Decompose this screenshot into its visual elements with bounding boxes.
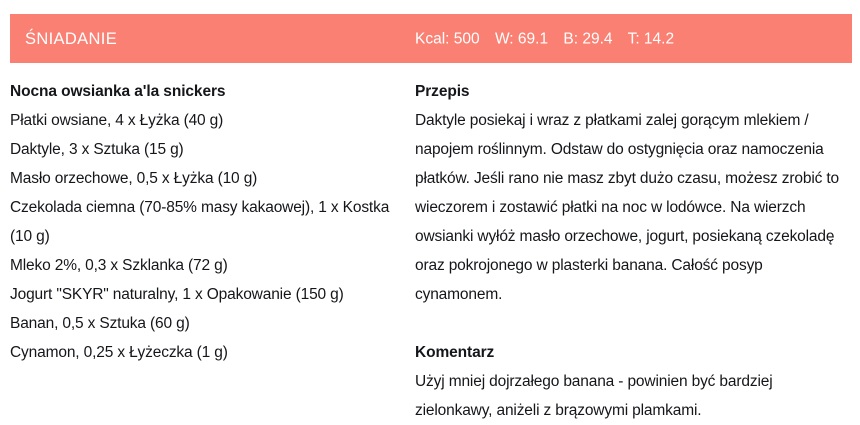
meal-type-label: ŚNIADANIE: [25, 29, 118, 48]
list-item: Czekolada ciemna (70-85% masy kakaowej),…: [10, 199, 390, 245]
macro-carbs: W: 69.1: [494, 29, 549, 47]
recipe-section-text: Daktyle posiekaj i wraz z płatkami zalej…: [415, 112, 840, 303]
meal-header-bar: ŚNIADANIE Kcal: 500 W: 69.1 B: 29.4 T: 1…: [10, 14, 852, 63]
ingredient-list: Płatki owsiane, 4 x Łyżka (40 g) Daktyle…: [10, 106, 408, 367]
macro-fat: T: 14.2: [627, 29, 675, 47]
list-item: Cynamon, 0,25 x Łyżeczka (1 g): [10, 344, 228, 361]
section-spacer: [415, 309, 852, 338]
comment-section-heading: Komentarz: [415, 344, 495, 361]
list-item: Masło orzechowe, 0,5 x Łyżka (10 g): [10, 170, 258, 187]
list-item: Mleko 2%, 0,3 x Szklanka (72 g): [10, 257, 228, 274]
list-item: Jogurt "SKYR" naturalny, 1 x Opakowanie …: [10, 286, 344, 303]
macro-protein: B: 29.4: [563, 29, 613, 47]
macro-kcal: Kcal: 500: [415, 29, 480, 47]
list-item: Płatki owsiane, 4 x Łyżka (40 g): [10, 112, 224, 129]
meal-card: ŚNIADANIE Kcal: 500 W: 69.1 B: 29.4 T: 1…: [10, 14, 852, 419]
ingredients-column: Nocna owsianka a'la snickers Płatki owsi…: [10, 77, 408, 367]
recipe-section-heading: Przepis: [415, 83, 470, 100]
list-item: Banan, 0,5 x Sztuka (60 g): [10, 315, 190, 332]
list-item: Daktyle, 3 x Sztuka (15 g): [10, 141, 184, 158]
comment-section-text: Użyj mniej dojrzałego banana - powinien …: [415, 373, 773, 419]
macro-summary: Kcal: 500 W: 69.1 B: 29.4 T: 14.2: [415, 31, 674, 47]
instructions-column: Przepis Daktyle posiekaj i wraz z płatka…: [415, 77, 852, 425]
recipe-title: Nocna owsianka a'la snickers: [10, 83, 226, 100]
